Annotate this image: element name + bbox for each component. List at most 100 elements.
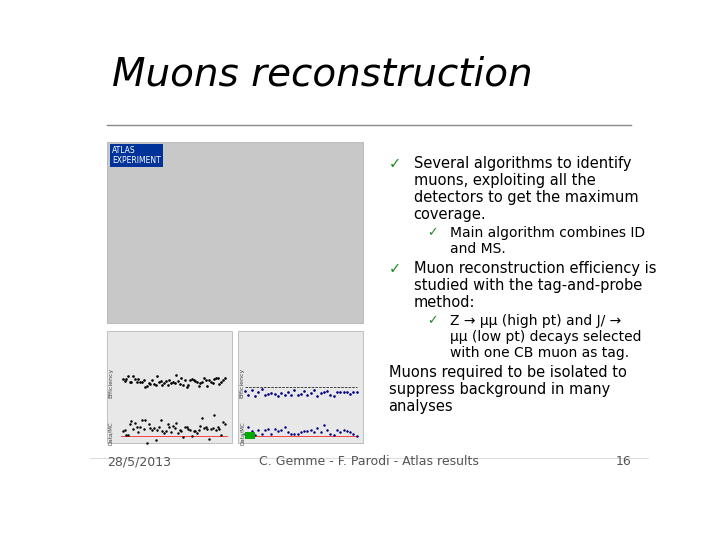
Point: [179, 423, 191, 431]
Point: [315, 428, 326, 437]
Text: ATLAS
EXPERIMENT: ATLAS EXPERIMENT: [112, 146, 161, 165]
Point: [189, 426, 201, 435]
Point: [253, 426, 264, 434]
Point: [129, 418, 140, 427]
Point: [338, 426, 349, 434]
Text: Data/MC: Data/MC: [240, 421, 245, 444]
Point: [331, 388, 343, 396]
Point: [145, 424, 156, 433]
Point: [200, 423, 212, 431]
Point: [219, 374, 230, 382]
Point: [207, 379, 218, 387]
Point: [203, 376, 215, 384]
Point: [351, 388, 362, 397]
Point: [166, 379, 177, 387]
Point: [318, 420, 330, 429]
Point: [172, 377, 184, 386]
Point: [146, 376, 158, 384]
Point: [132, 428, 144, 436]
Point: [127, 372, 139, 381]
Point: [243, 423, 254, 431]
FancyBboxPatch shape: [245, 433, 255, 439]
Point: [155, 376, 166, 385]
Text: ✓: ✓: [389, 156, 401, 171]
Point: [335, 428, 346, 437]
Point: [192, 377, 203, 386]
Point: [120, 375, 132, 383]
Point: [122, 372, 134, 381]
Point: [308, 386, 320, 395]
Point: [305, 426, 317, 434]
Point: [176, 374, 187, 383]
Point: [239, 387, 251, 396]
Point: [119, 377, 130, 386]
Point: [194, 379, 206, 388]
Point: [321, 387, 333, 396]
Text: and MS.: and MS.: [450, 242, 505, 256]
Point: [186, 432, 197, 441]
Point: [214, 379, 225, 388]
Point: [162, 419, 174, 428]
Point: [239, 429, 251, 438]
Point: [351, 431, 362, 440]
Point: [188, 376, 199, 385]
Text: ✓: ✓: [428, 314, 438, 327]
Point: [341, 426, 353, 435]
Point: [167, 377, 179, 386]
Text: Main algorithm combines ID: Main algorithm combines ID: [450, 226, 645, 240]
Point: [124, 420, 135, 428]
Point: [138, 376, 149, 384]
Point: [210, 374, 222, 382]
Point: [246, 386, 258, 394]
Point: [184, 426, 196, 434]
Point: [299, 427, 310, 435]
Text: detectors to get the maximum: detectors to get the maximum: [414, 190, 638, 205]
Point: [259, 426, 271, 434]
Point: [212, 374, 223, 382]
Point: [193, 381, 204, 390]
Point: [141, 439, 153, 448]
Text: μμ (low pt) decays selected: μμ (low pt) decays selected: [450, 330, 642, 344]
Point: [292, 429, 303, 438]
Point: [285, 429, 297, 438]
Point: [155, 416, 166, 425]
Point: [308, 427, 320, 436]
Point: [282, 428, 294, 437]
Point: [174, 426, 186, 435]
Point: [193, 425, 204, 434]
Point: [259, 390, 271, 399]
Point: [168, 379, 180, 387]
Text: Efficiency: Efficiency: [240, 368, 245, 398]
Point: [124, 377, 135, 386]
Point: [181, 383, 192, 391]
Point: [209, 375, 220, 383]
Text: studied with the tag-and-probe: studied with the tag-and-probe: [414, 279, 642, 293]
Point: [212, 423, 223, 431]
Point: [348, 430, 359, 438]
Point: [131, 422, 143, 431]
Point: [188, 427, 199, 435]
Point: [276, 426, 287, 434]
Text: Data/MC: Data/MC: [109, 421, 114, 444]
Point: [272, 392, 284, 401]
Point: [315, 388, 326, 397]
Point: [305, 388, 317, 397]
Point: [192, 429, 203, 437]
Point: [148, 380, 160, 388]
Text: with one CB muon as tag.: with one CB muon as tag.: [450, 346, 629, 360]
Point: [157, 381, 168, 390]
Point: [217, 376, 229, 384]
Point: [202, 425, 213, 434]
Point: [126, 417, 138, 426]
Point: [136, 378, 148, 387]
Point: [194, 422, 206, 431]
Point: [243, 390, 254, 399]
Point: [174, 380, 186, 389]
Point: [335, 388, 346, 397]
Text: Several algorithms to identify: Several algorithms to identify: [414, 156, 631, 171]
Point: [183, 424, 194, 433]
Point: [143, 379, 155, 387]
Point: [140, 416, 151, 424]
Point: [135, 422, 146, 431]
Point: [168, 424, 180, 433]
